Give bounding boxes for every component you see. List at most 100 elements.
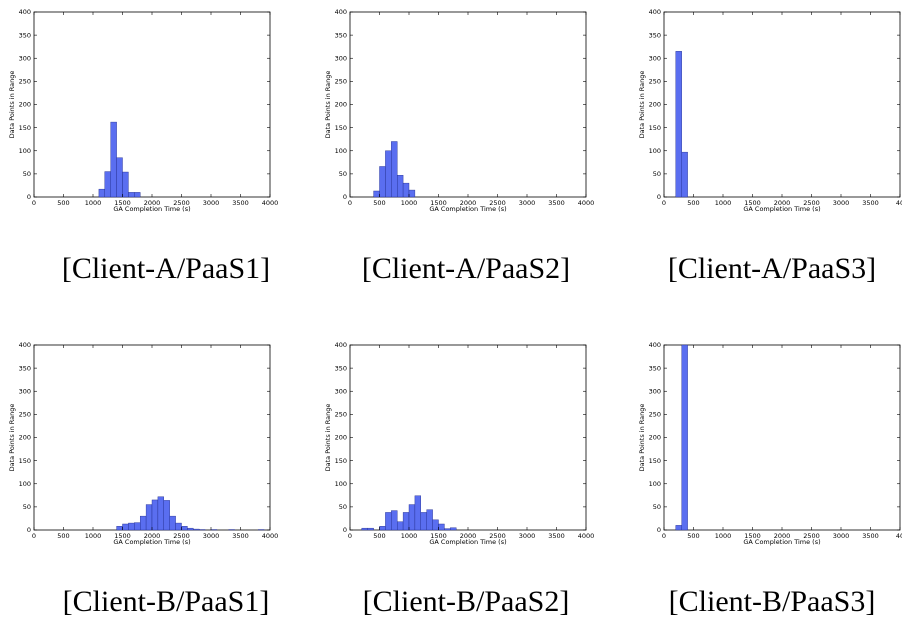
y-tick-label: 350 [19,364,31,372]
x-tick-label: 2500 [803,532,820,540]
histogram-bar [145,504,153,531]
caption-client-b-paas1: [Client-B/PaaS1] [62,585,270,618]
histogram-bar [438,523,445,531]
y-tick-label: 350 [19,31,31,39]
x-tick-label: 3500 [232,532,249,540]
y-tick-label: 400 [649,8,661,16]
plot-frame [663,11,901,198]
y-tick-label: 250 [335,411,347,419]
y-tick-label: 400 [19,341,31,349]
histogram-bar [408,189,416,198]
y-tick-label: 0 [657,526,661,534]
x-tick-label: 1000 [715,199,732,207]
y-tick-label: 200 [649,434,661,442]
histogram-bar [139,515,147,531]
x-tick-label: 3500 [862,199,879,207]
x-tick-label: 0 [32,199,36,207]
histogram-bar [151,499,159,531]
x-tick-label: 500 [57,532,69,540]
histogram-bar [134,522,141,531]
y-tick-label: 150 [649,124,661,132]
x-tick-label: 500 [57,199,69,207]
y-tick-label: 200 [19,434,31,442]
caption-client-a-paas3: [Client-A/PaaS3] [667,252,877,285]
y-tick-label: 400 [19,8,31,16]
x-tick-label: 2500 [489,532,506,540]
y-tick-label: 250 [19,78,31,86]
x-tick-label: 2500 [173,532,190,540]
histogram-bar [385,150,392,198]
y-axis-label: Data Points in Range [324,404,332,472]
y-tick-label: 100 [649,147,661,155]
y-axis-label: Data Points in Range [8,71,16,139]
x-tick-label: 1000 [715,532,732,540]
histogram-bar [128,192,135,198]
histogram-bar [391,510,398,531]
y-tick-label: 50 [653,170,661,178]
histogram-bar [157,496,164,531]
histogram-bar [367,527,374,531]
y-axis-label: Data Points in Range [638,71,646,139]
histogram-bar [426,509,433,531]
histogram-bar [396,521,404,531]
caption-client-b-paas2: [Client-B/PaaS2] [362,585,570,618]
histogram-bar [104,171,111,198]
histogram-bar [134,192,141,198]
histogram-bar [187,527,194,531]
y-axis-label: Data Points in Range [638,404,646,472]
x-axis-label: GA Completion Time (s) [743,205,820,213]
y-tick-label: 50 [339,503,347,511]
y-tick-label: 300 [19,54,31,62]
x-tick-label: 1500 [430,199,447,207]
histogram-bar [681,344,688,531]
histogram-bar [169,515,176,531]
x-tick-label: 2000 [774,199,791,207]
y-tick-label: 100 [335,147,347,155]
x-tick-label: 2000 [460,199,477,207]
histogram-bar [110,121,117,198]
x-tick-label: 500 [373,532,385,540]
x-tick-label: 0 [662,532,666,540]
histogram-bar [373,190,380,198]
y-tick-label: 350 [335,31,347,39]
x-tick-label: 3000 [519,532,536,540]
x-tick-label: 3000 [519,199,536,207]
histogram-panel-client-b-paas3: 0500100015002000250030003500400501001502… [630,333,902,553]
y-tick-label: 250 [649,78,661,86]
plot-frame [663,344,901,531]
histogram-chart: 0 500 1000 1500 2000 2500 3000 3500 4000 0 50 100 15… [8,8,278,213]
histogram-chart: 0 500 1000 1500 2000 2500 3000 3500 4000 0 50 100 15… [324,341,595,546]
x-tick-label: 2500 [489,199,506,207]
x-axis-label: GA Completion Time (s) [113,205,190,213]
y-tick-label: 50 [653,503,661,511]
y-tick-label: 400 [335,8,347,16]
x-tick-label: 0 [348,532,352,540]
x-tick-label: 1500 [744,199,761,207]
x-tick-label: 3500 [232,199,249,207]
histogram-bar [681,151,688,198]
x-tick-label: 1000 [85,199,102,207]
histogram-bar [116,526,123,531]
x-tick-label: 3000 [833,532,850,540]
x-tick-label: 3000 [203,199,220,207]
y-tick-label: 250 [335,78,347,86]
x-tick-label: 2500 [173,199,190,207]
y-tick-label: 350 [649,31,661,39]
histogram-chart: 0 500 1000 1500 2000 2500 3000 3500 4000 0 50 100 15… [324,8,594,213]
y-tick-label: 50 [23,170,31,178]
x-tick-label: 0 [348,199,352,207]
histogram-panel-client-a-paas1: 0 500 1000 1500 2000 2500 3000 3500 4000 0 50 100 15… [0,0,280,220]
histogram-bar [181,526,188,531]
y-tick-label: 150 [19,124,31,132]
y-axis-label: Data Points in Range [8,404,16,472]
y-tick-label: 400 [649,341,661,349]
y-tick-label: 350 [649,364,661,372]
y-tick-label: 250 [649,411,661,419]
x-tick-label: 2000 [460,532,477,540]
histogram-bar [163,500,170,531]
histogram-panel-client-b-paas2: 0 500 1000 1500 2000 2500 3000 3500 4000 0 50 100 15… [316,333,596,553]
caption-client-b-paas3: [Client-B/PaaS3] [668,585,876,618]
x-tick-label: 4000 [578,532,595,540]
x-axis-label: GA Completion Time (s) [429,205,506,213]
histogram-bar [396,175,404,198]
